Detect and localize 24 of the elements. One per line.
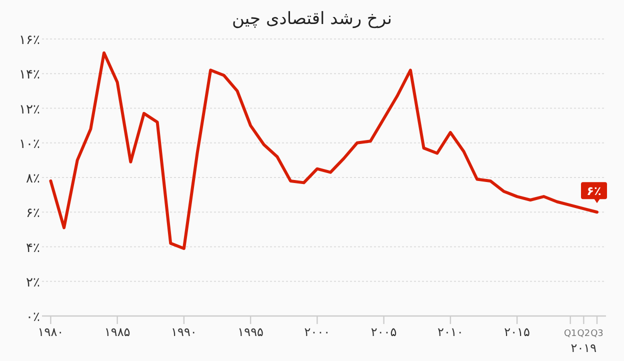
text: ۲۰۱۹: [570, 341, 597, 355]
x-tick-label: ۲۰۱۵: [504, 325, 530, 339]
x-tick-label: ۱۹۸۵: [104, 325, 130, 339]
x-tick-label: ۱۹۹۵: [238, 325, 264, 339]
y-tick-label: ۴٪: [26, 240, 40, 256]
y-tick-label: ۱۴٪: [19, 68, 40, 83]
y-tick-label: ۱۲٪: [19, 102, 40, 118]
x-tick-label: ۲۰۰۰: [304, 325, 330, 339]
y-tick-label: ۶٪: [26, 206, 40, 222]
y-tick-label: ۰٪: [26, 310, 40, 325]
chart-title: نرخ رشد اقتصادی چین: [232, 9, 392, 29]
line-series: [49, 51, 598, 250]
y-tick-label: ۲٪: [26, 275, 40, 290]
y-tick-label: ۱۶٪: [19, 33, 40, 48]
x-tick-label: Q3: [590, 329, 604, 339]
x-tick-label: Q2: [577, 329, 590, 339]
annotation: ۶٪: [586, 184, 602, 198]
x-tick-label: ۲۰۰۵: [370, 325, 397, 339]
x-tick-label: ۱۹۸۰: [38, 325, 64, 339]
x-tick-label: ۱۹۹۰: [171, 325, 197, 339]
y-tick-label: ۱۰٪: [19, 136, 40, 152]
y-tick-label: ۸٪: [26, 172, 40, 186]
x-tick-label: Q1: [564, 329, 577, 339]
x-tick-label: ۲۰۱۰: [438, 325, 464, 339]
